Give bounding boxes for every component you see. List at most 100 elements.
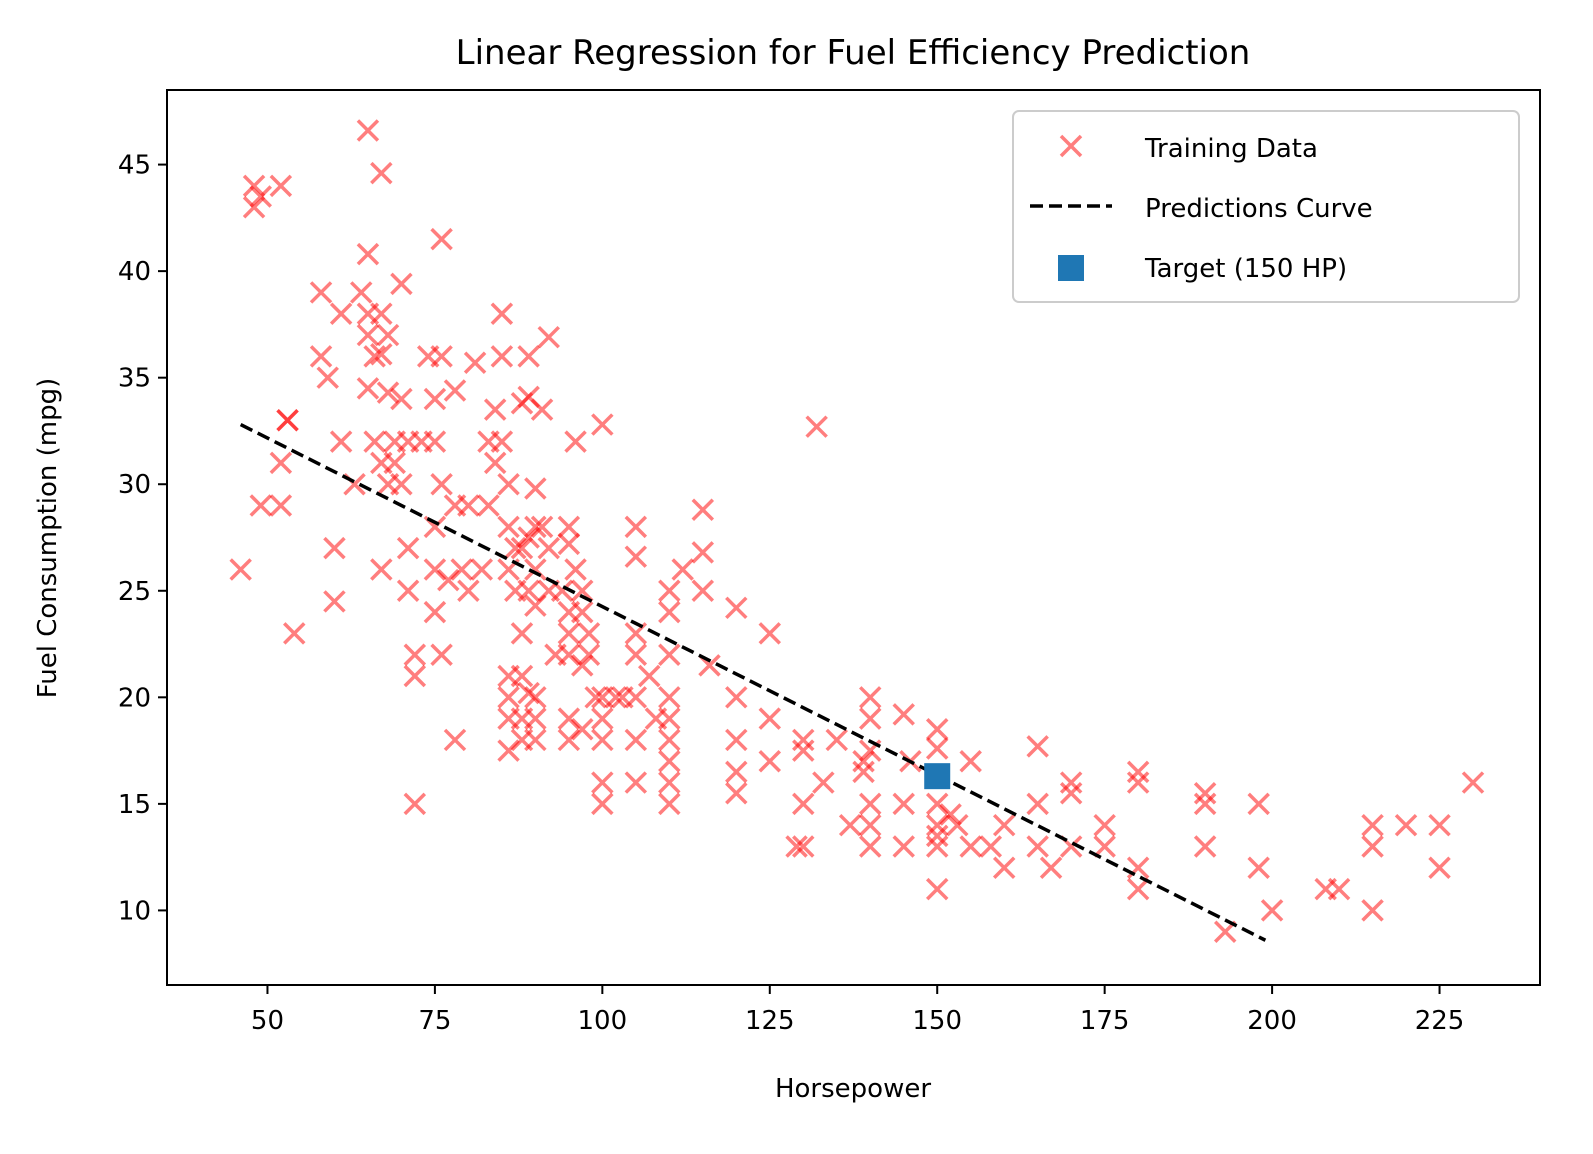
y-tick-label: 25: [118, 577, 151, 607]
training-data-point: [591, 707, 614, 730]
chart-title: Linear Regression for Fuel Efficiency Pr…: [456, 33, 1251, 73]
training-data-markers: [229, 119, 1485, 943]
training-data-point: [376, 381, 400, 404]
training-data-point: [1126, 877, 1150, 901]
training-data-point: [959, 835, 982, 858]
training-data-point: [1059, 771, 1083, 794]
predictions-curve-layer: [239, 422, 1267, 942]
training-data-point: [403, 792, 427, 816]
training-data-point: [242, 174, 266, 198]
training-data-point: [564, 430, 587, 453]
training-data-point: [792, 739, 815, 762]
training-data-point: [925, 877, 949, 901]
x-tick-label: 125: [745, 1006, 795, 1036]
training-data-point: [892, 792, 915, 816]
training-data-point: [537, 536, 560, 560]
x-tick-label: 100: [578, 1006, 628, 1036]
training-data-point: [624, 545, 648, 568]
training-data-point: [725, 596, 748, 620]
training-data-point: [1327, 877, 1351, 901]
training-data-point: [370, 302, 393, 325]
legend-box: [1012, 110, 1520, 303]
training-data-point: [1026, 792, 1049, 816]
training-data-point: [242, 195, 266, 219]
training-data-point: [1394, 813, 1418, 837]
x-tick-label: 225: [1415, 1006, 1465, 1036]
training-data-point: [537, 325, 560, 349]
training-data-point: [497, 472, 520, 496]
training-data-point: [925, 824, 949, 848]
training-data-point: [992, 813, 1016, 837]
training-data-point: [859, 792, 882, 816]
training-data-point: [691, 579, 715, 603]
training-data-point: [1247, 792, 1270, 816]
training-data-point: [309, 345, 333, 368]
training-data-point: [403, 664, 427, 688]
training-data-point: [946, 813, 969, 837]
training-data-point: [725, 728, 748, 752]
training-data-point: [557, 728, 581, 752]
training-data-point: [423, 430, 447, 453]
training-data-point: [1193, 835, 1217, 858]
training-data-point: [925, 835, 949, 858]
y-tick-label: 45: [118, 151, 151, 181]
y-tick-label: 40: [118, 257, 151, 287]
training-data-point: [376, 323, 400, 347]
training-data-point: [1193, 792, 1217, 816]
training-data-point: [624, 771, 648, 794]
training-data-point: [792, 835, 815, 858]
training-data-point: [510, 664, 534, 688]
training-data-point: [497, 739, 520, 762]
training-data-point: [470, 558, 494, 581]
legend: Training Data Predictions Curve Target (…: [1012, 110, 1520, 303]
training-data-point: [859, 686, 882, 709]
training-data-point: [517, 526, 540, 549]
training-data-point: [396, 536, 420, 560]
training-data-point: [383, 451, 406, 475]
training-data-point: [557, 622, 581, 645]
training-data-point: [658, 686, 681, 709]
training-data-point: [637, 664, 661, 688]
training-data-point: [1026, 835, 1049, 858]
x-tick-label: 150: [912, 1006, 962, 1036]
training-data-point: [725, 781, 748, 805]
training-data-point: [557, 643, 581, 666]
training-data-point: [450, 558, 473, 581]
training-data-point: [269, 494, 293, 517]
training-data-point: [939, 803, 962, 826]
training-data-point: [925, 792, 949, 816]
training-data-point: [792, 728, 815, 752]
training-data-point: [510, 622, 534, 645]
training-data-point: [356, 242, 380, 266]
y-axis: 10 15 20 25 30 35 40 45: [118, 151, 167, 926]
training-data-point: [564, 558, 587, 581]
training-data-point: [1461, 771, 1485, 794]
training-data-point: [852, 760, 875, 784]
legend-x-marker: [1059, 134, 1083, 158]
training-data-point: [992, 856, 1016, 880]
target-marker-layer: [924, 763, 951, 790]
training-data-point: [1126, 856, 1150, 880]
y-tick-label: 15: [118, 790, 151, 820]
training-data-point: [925, 737, 949, 760]
training-data-point: [591, 413, 614, 436]
y-tick-label: 30: [118, 470, 151, 500]
training-data-point: [557, 532, 581, 556]
x-tick-label: 175: [1080, 1006, 1130, 1036]
training-data-point: [457, 579, 480, 603]
legend-label-predictions-curve: Predictions Curve: [1145, 194, 1373, 224]
training-data-point: [577, 643, 601, 666]
training-data-point: [658, 792, 681, 816]
training-data-point: [530, 398, 554, 421]
training-data-point: [1193, 781, 1217, 805]
training-data-point: [658, 771, 681, 794]
training-data-point: [725, 760, 748, 784]
training-data-point: [805, 415, 828, 438]
training-data-point: [490, 345, 514, 368]
training-data-point: [423, 600, 447, 624]
training-data-point: [691, 498, 715, 522]
training-data-point: [269, 174, 293, 198]
training-data-point: [524, 707, 547, 730]
training-data-point: [571, 654, 594, 677]
